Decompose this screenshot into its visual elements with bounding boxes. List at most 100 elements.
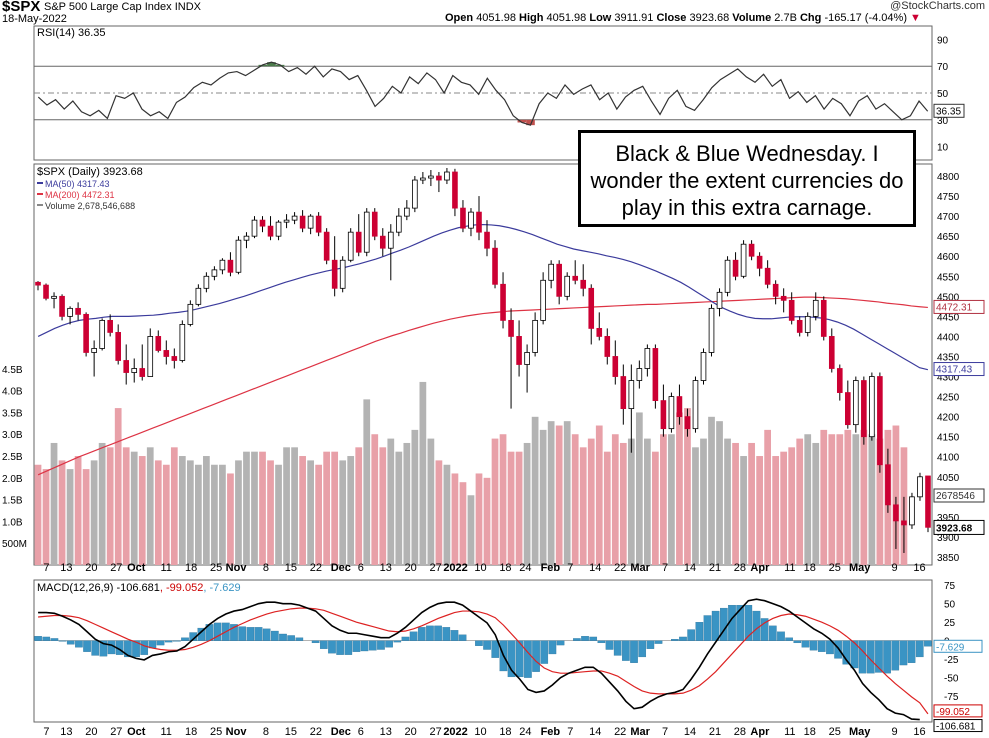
candle-body xyxy=(772,283,779,297)
macd-histogram-bar xyxy=(352,640,361,652)
volume-bar xyxy=(66,469,74,565)
candle-body xyxy=(652,348,659,401)
x-axis-label: 14 xyxy=(684,726,696,738)
x-axis-label: 20 xyxy=(85,726,97,738)
annotation-callout: Black & Blue Wednesday. I wonder the ext… xyxy=(578,130,916,227)
candle-body xyxy=(820,299,827,337)
volume-bar xyxy=(106,447,114,565)
candle-body xyxy=(123,360,130,373)
volume-bar xyxy=(419,381,427,565)
volume-bar xyxy=(531,416,539,565)
volume-bar xyxy=(443,464,451,565)
macd-histogram-bar xyxy=(613,640,622,656)
x-axis-label: 22 xyxy=(310,562,322,574)
x-axis-label: 27 xyxy=(429,726,441,738)
rsi-tick-label: 70 xyxy=(937,62,949,73)
volume-bar xyxy=(515,451,523,565)
volume-bar xyxy=(716,421,723,565)
candle-body xyxy=(187,303,194,325)
rsi-tick-label: 90 xyxy=(937,35,949,46)
macd-histogram-bar xyxy=(515,640,524,678)
volume-bar xyxy=(291,447,298,565)
candle-body xyxy=(812,299,819,317)
candle-body xyxy=(107,319,113,333)
macd-histogram-bar xyxy=(442,627,451,641)
x-axis-label: 14 xyxy=(589,562,601,574)
volume-bar xyxy=(427,438,435,565)
volume-bar xyxy=(379,447,387,565)
panel-frame-macd xyxy=(33,579,933,723)
panel-frame-price xyxy=(33,163,933,566)
volume-bar xyxy=(652,451,659,565)
volume-bar xyxy=(860,429,868,565)
volume-bar xyxy=(307,460,314,565)
candle-body xyxy=(275,221,282,237)
macd-histogram-bar xyxy=(573,638,581,641)
x-axis-label: 11 xyxy=(784,726,795,738)
macd-last-value: -106.681 xyxy=(936,722,976,733)
volume-bar xyxy=(34,464,42,565)
candle-body xyxy=(396,215,402,233)
x-axis-label: Oct xyxy=(127,726,146,738)
macd-histogram-bar xyxy=(409,631,418,641)
candle-body xyxy=(299,215,306,229)
candle-body xyxy=(708,307,715,353)
macd-histogram-bar xyxy=(83,640,91,652)
volume-bar xyxy=(186,460,194,565)
candle-body xyxy=(572,275,579,281)
macd-histogram-bar xyxy=(744,604,753,641)
candle-body xyxy=(748,243,755,257)
volume-bar xyxy=(243,451,250,565)
candle-body xyxy=(436,175,442,181)
volume-bar xyxy=(227,473,234,565)
ma50-line xyxy=(37,223,929,371)
candle-body xyxy=(203,275,210,289)
macd-histogram-bar xyxy=(279,633,287,641)
volume-bar xyxy=(563,421,571,565)
x-axis-label: 18 xyxy=(185,562,197,574)
candle-body xyxy=(700,352,707,381)
price-tick-label: 4600 xyxy=(937,252,960,263)
volume-bar xyxy=(828,434,836,565)
x-axis-label: 24 xyxy=(519,562,531,574)
macd-signal-last-value: -99.052 xyxy=(936,707,970,718)
candle-body xyxy=(379,235,386,249)
volume-bar xyxy=(804,434,812,565)
macd-tick-label: 50 xyxy=(944,600,956,611)
volume-bar xyxy=(555,425,563,565)
candle-body xyxy=(444,171,450,181)
rsi-overbought-fill xyxy=(267,62,276,67)
volume-bar xyxy=(275,464,282,565)
volume-bar xyxy=(507,451,515,565)
macd-histogram-bar xyxy=(50,638,59,641)
candle-body xyxy=(885,464,891,506)
candle-body xyxy=(315,215,322,233)
x-axis-label: 7 xyxy=(662,726,668,738)
symbol-name: S&P 500 Large Cap Index INDX xyxy=(44,1,201,13)
volume-bar xyxy=(796,438,804,565)
volume-bar xyxy=(162,464,170,565)
candle-body xyxy=(853,380,859,426)
macd-histogram-bar xyxy=(540,640,549,664)
x-axis-label: Mar xyxy=(630,726,650,738)
volume-bar xyxy=(820,429,828,565)
x-axis-label: 25 xyxy=(210,726,222,738)
x-axis-label: 18 xyxy=(804,562,816,574)
candle-body xyxy=(75,307,81,315)
price-last-value: 3923.68 xyxy=(936,523,973,534)
x-axis-label: May xyxy=(849,562,871,574)
candle-body xyxy=(540,279,546,321)
volume-bar xyxy=(611,434,619,565)
volume-bar xyxy=(740,456,747,565)
macd-histogram-bar xyxy=(360,640,369,652)
volume-bar xyxy=(539,429,547,565)
volume-bar xyxy=(355,447,363,565)
price-tick-label: 4550 xyxy=(937,272,960,283)
price-tick-label: 4100 xyxy=(937,453,960,464)
candle-body xyxy=(869,376,875,438)
x-axis-label: Oct xyxy=(127,562,146,574)
candle-body xyxy=(764,267,771,285)
volume-bar xyxy=(868,434,876,565)
volume-bar xyxy=(403,442,411,565)
